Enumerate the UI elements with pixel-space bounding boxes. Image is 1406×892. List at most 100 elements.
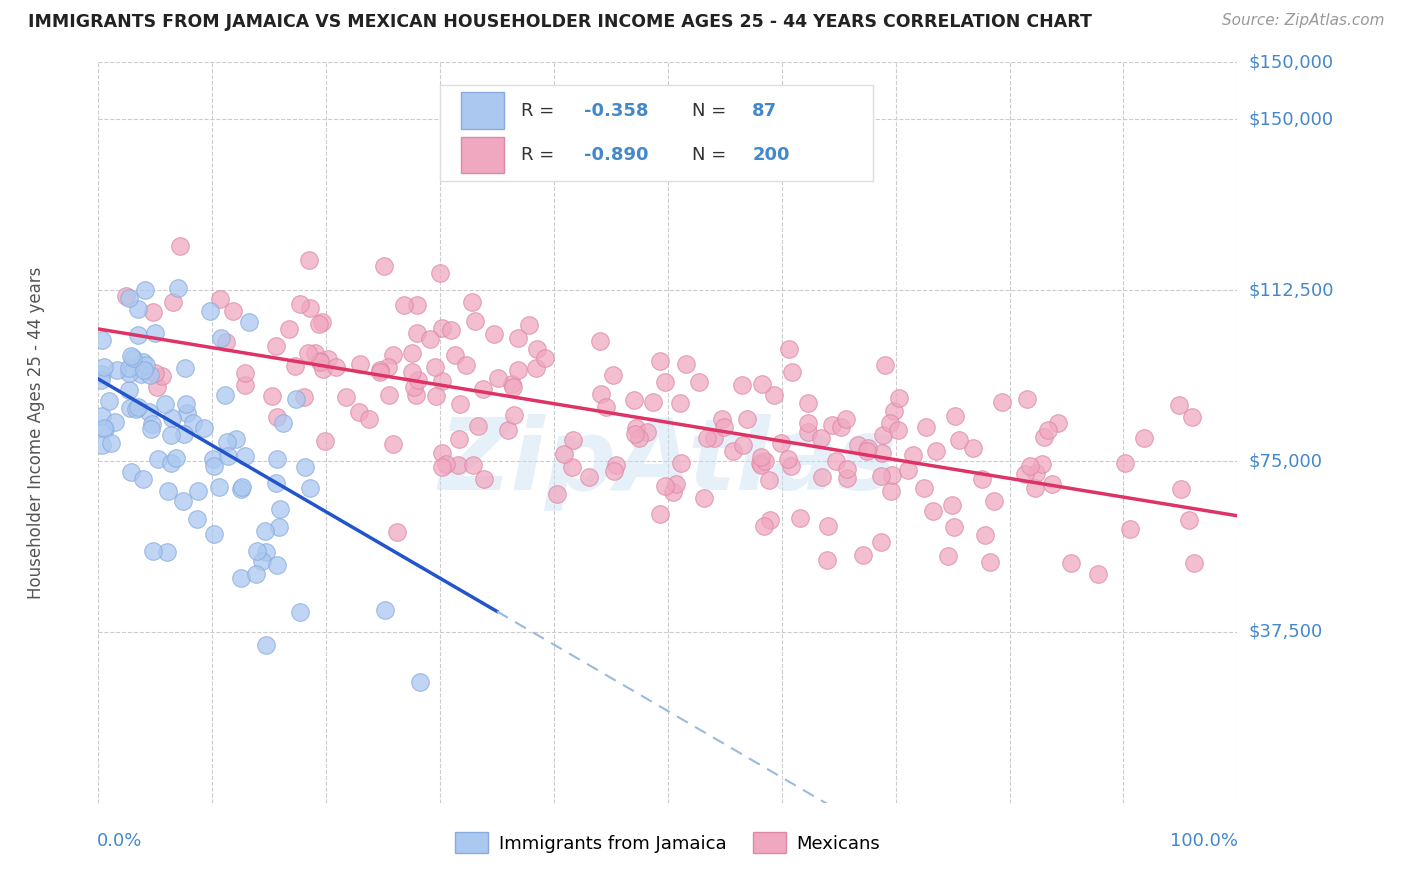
- Point: [1060, 556, 1083, 570]
- Point: [1047, 416, 1070, 430]
- Point: [406, 373, 429, 387]
- Point: [423, 360, 446, 375]
- Point: [215, 334, 238, 349]
- Point: [1182, 556, 1205, 570]
- Point: [546, 486, 568, 500]
- Point: [467, 418, 489, 433]
- Point: [751, 450, 773, 465]
- Point: [357, 412, 380, 426]
- Point: [595, 401, 617, 415]
- Point: [605, 458, 627, 472]
- Point: [693, 491, 716, 505]
- Point: [138, 405, 160, 419]
- Point: [883, 404, 905, 418]
- Point: [401, 365, 423, 379]
- Point: [283, 359, 305, 373]
- Point: [127, 327, 149, 342]
- Point: [721, 444, 744, 458]
- Point: [402, 379, 425, 393]
- Point: [311, 315, 333, 329]
- Point: [308, 317, 330, 331]
- Point: [856, 444, 879, 458]
- Point: [385, 525, 408, 540]
- Point: [150, 368, 173, 383]
- Point: [887, 423, 910, 437]
- Point: [100, 436, 122, 450]
- Point: [245, 567, 267, 582]
- Point: [430, 374, 453, 388]
- Point: [979, 556, 1001, 570]
- Point: [425, 389, 447, 403]
- Point: [973, 528, 995, 542]
- Bar: [461, 93, 503, 129]
- Point: [696, 431, 718, 445]
- Point: [142, 544, 165, 558]
- Point: [127, 400, 149, 414]
- Text: Householder Income Ages 25 - 44 years: Householder Income Ages 25 - 44 years: [27, 267, 45, 599]
- Point: [246, 544, 269, 558]
- Point: [922, 503, 945, 517]
- Point: [430, 460, 453, 475]
- Point: [118, 360, 141, 375]
- Point: [186, 512, 208, 526]
- Text: N =: N =: [692, 102, 731, 120]
- Point: [733, 438, 755, 452]
- Bar: [440, 85, 873, 181]
- Point: [810, 431, 832, 445]
- Point: [914, 420, 936, 434]
- Point: [496, 423, 519, 437]
- Text: Source: ZipAtlas.com: Source: ZipAtlas.com: [1222, 13, 1385, 29]
- Point: [208, 292, 231, 306]
- Point: [120, 350, 142, 364]
- Point: [91, 368, 114, 382]
- Text: IMMIGRANTS FROM JAMAICA VS MEXICAN HOUSEHOLDER INCOME AGES 25 - 44 YEARS CORRELA: IMMIGRANTS FROM JAMAICA VS MEXICAN HOUSE…: [28, 13, 1092, 31]
- Point: [1170, 482, 1192, 496]
- Point: [409, 674, 432, 689]
- Point: [129, 367, 152, 381]
- Point: [308, 354, 330, 368]
- Point: [879, 416, 901, 430]
- Point: [124, 402, 146, 417]
- Point: [1114, 456, 1136, 470]
- Point: [368, 362, 391, 376]
- Point: [486, 371, 509, 385]
- Point: [135, 358, 157, 372]
- Point: [436, 457, 458, 471]
- Point: [817, 519, 839, 533]
- Point: [349, 357, 371, 371]
- Point: [654, 376, 676, 390]
- Point: [165, 450, 187, 465]
- Point: [381, 348, 404, 362]
- Point: [132, 472, 155, 486]
- Point: [141, 417, 163, 431]
- Point: [449, 397, 471, 411]
- Point: [1177, 513, 1199, 527]
- Point: [266, 452, 288, 467]
- Point: [731, 377, 754, 392]
- Point: [173, 427, 195, 442]
- Point: [943, 409, 966, 424]
- Point: [172, 493, 194, 508]
- Point: [174, 361, 197, 376]
- Point: [335, 390, 357, 404]
- Point: [456, 358, 478, 372]
- Point: [936, 549, 959, 564]
- Point: [145, 380, 167, 394]
- Point: [1167, 398, 1189, 412]
- Point: [253, 524, 276, 538]
- Point: [209, 331, 232, 345]
- Point: [304, 346, 326, 360]
- Point: [325, 360, 347, 375]
- Point: [298, 252, 321, 267]
- Point: [139, 422, 162, 436]
- Point: [231, 480, 253, 494]
- Point: [675, 358, 697, 372]
- Point: [983, 494, 1005, 508]
- Text: $75,000: $75,000: [1249, 452, 1323, 470]
- Point: [602, 368, 624, 383]
- Point: [553, 447, 575, 461]
- Point: [735, 412, 758, 426]
- Point: [1014, 467, 1036, 481]
- Point: [134, 283, 156, 297]
- Point: [461, 295, 484, 310]
